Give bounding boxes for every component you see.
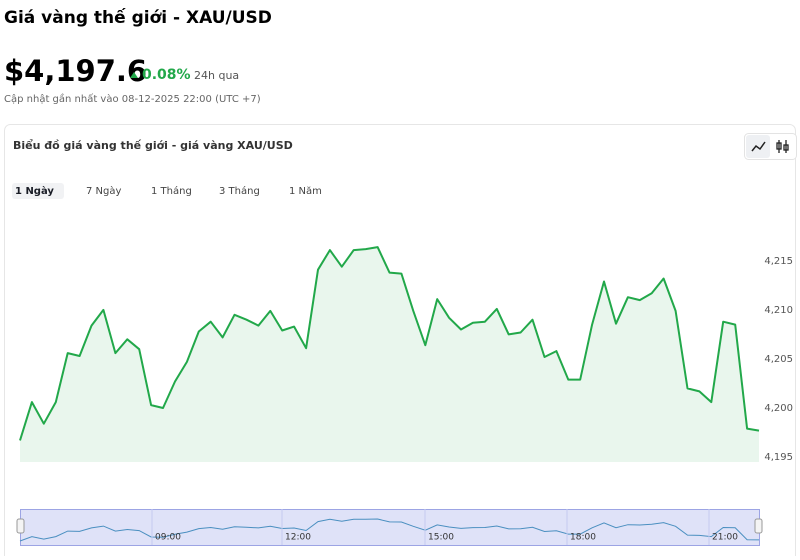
range-tab[interactable]: 1 Năm xyxy=(289,186,322,197)
navigator-line xyxy=(19,518,760,542)
line-icon xyxy=(751,141,766,152)
page-title: Giá vàng thế giới - XAU/USD xyxy=(4,7,272,28)
updated: Cập nhật gần nhất vào 08-12-2025 22:00 (… xyxy=(4,93,261,105)
y-tick-label: 4,215 xyxy=(764,256,793,267)
y-tick-label: 4,200 xyxy=(764,403,793,414)
price-line xyxy=(19,246,760,441)
range-tab[interactable]: 7 Ngày xyxy=(86,185,121,197)
y-tick-label: 4,210 xyxy=(764,305,793,316)
active-tab-bg xyxy=(12,183,64,199)
area-fill xyxy=(20,247,759,462)
navigator[interactable] xyxy=(20,509,760,546)
range-tab[interactable]: 1 Ngày xyxy=(15,185,54,197)
candle-icon xyxy=(776,140,789,153)
navigator-label: 21:00 xyxy=(712,533,738,543)
range-tab[interactable]: 1 Tháng xyxy=(151,185,192,197)
card-title: Biểu đồ giá vàng thế giới - giá vàng XAU… xyxy=(13,139,293,152)
navigator-label: 12:00 xyxy=(285,533,311,543)
navigator-handle[interactable] xyxy=(754,518,763,534)
up-arrow xyxy=(130,72,138,78)
navigator-label: 09:00 xyxy=(155,533,181,543)
y-tick-label: 4,195 xyxy=(764,452,793,463)
navigator-label: 18:00 xyxy=(570,533,596,543)
change: 0.08% xyxy=(142,67,191,83)
price: $4,197.6 xyxy=(4,54,147,88)
line-mode-button[interactable] xyxy=(746,135,770,158)
period: 24h qua xyxy=(194,69,239,82)
navigator-label: 15:00 xyxy=(428,533,454,543)
y-tick-label: 4,205 xyxy=(764,354,793,365)
navigator-handle[interactable] xyxy=(16,518,25,534)
range-tab[interactable]: 3 Tháng xyxy=(219,185,260,197)
